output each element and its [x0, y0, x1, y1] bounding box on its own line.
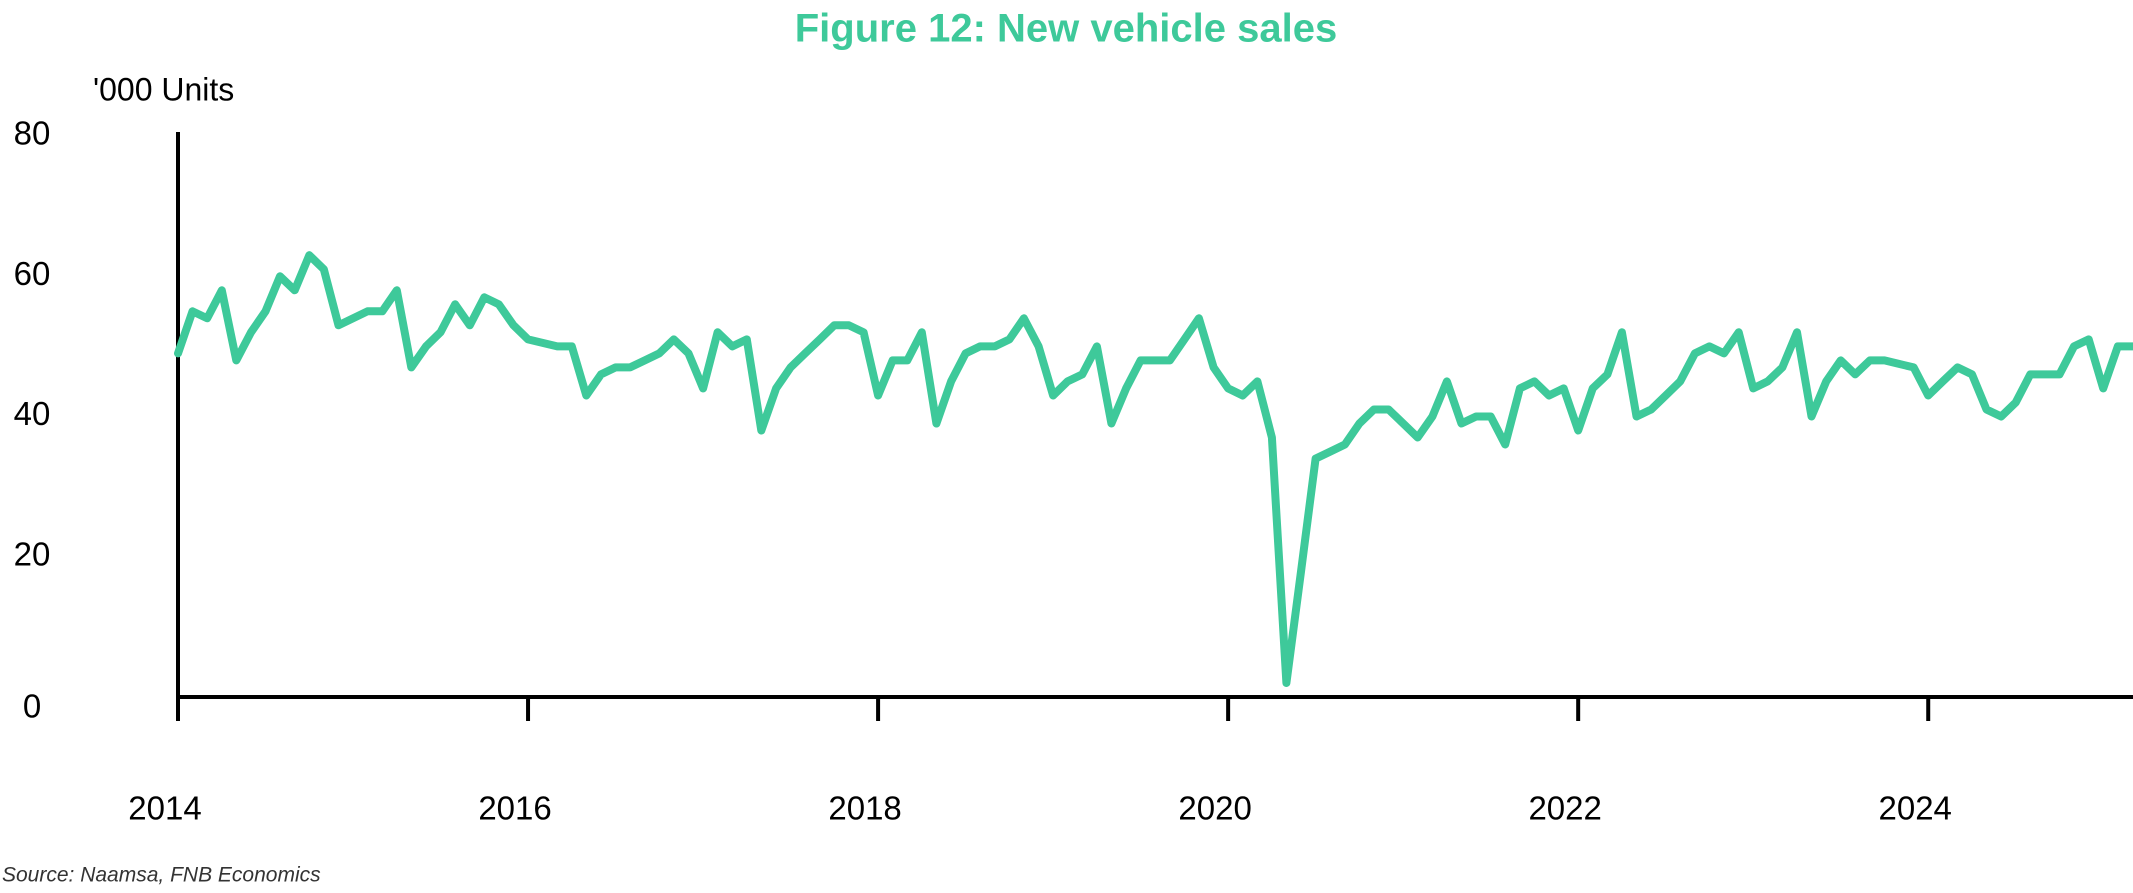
x-tick-label: 2024 — [1879, 790, 1952, 827]
y-tick-label: 20 — [14, 535, 51, 572]
data-line — [174, 251, 2133, 687]
chart-title: Figure 12: New vehicle sales — [795, 7, 1337, 51]
y-tick-label: 0 — [23, 688, 41, 725]
x-tick-label: 2020 — [1178, 790, 1251, 827]
x-tick-label: 2016 — [478, 790, 551, 827]
x-tick-label: 2014 — [128, 790, 201, 827]
source-note: Source: Naamsa, FNB Economics — [2, 864, 321, 887]
y-tick-label: 60 — [14, 255, 51, 292]
x-tick-label: 2018 — [828, 790, 901, 827]
y-tick-label: 80 — [14, 115, 51, 152]
y-tick-label: 40 — [14, 395, 51, 432]
y-axis-label: '000 Units — [93, 71, 234, 107]
x-tick-label: 2022 — [1528, 790, 1601, 827]
